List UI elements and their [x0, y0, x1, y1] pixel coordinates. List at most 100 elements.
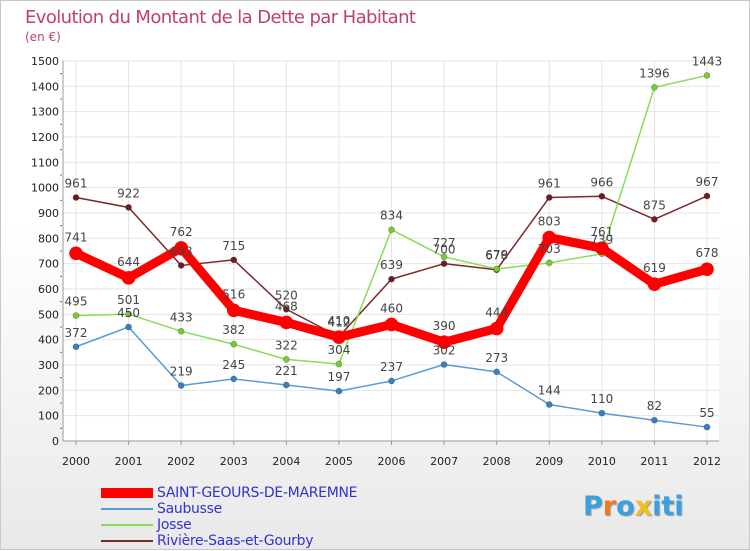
data-label-riviere-saas-et-gourby: 922 — [117, 186, 140, 200]
data-point-josse — [177, 328, 185, 335]
data-point-josse — [545, 259, 553, 267]
data-point-saint-geours-de-maremne — [226, 303, 241, 318]
data-label-josse: 1443 — [692, 54, 723, 68]
data-label-josse: 382 — [222, 323, 245, 337]
y-tick-label: 400 — [38, 334, 59, 347]
proxiti-logo: Proxiti — [583, 491, 684, 522]
data-point-saubusse — [125, 323, 132, 331]
data-point-riviere-saas-et-gourby — [545, 194, 553, 201]
x-tick-label: 2010 — [588, 455, 616, 468]
y-tick-label: 1300 — [31, 106, 59, 119]
data-point-saint-geours-de-maremne — [437, 335, 451, 350]
data-point-saubusse — [440, 361, 448, 368]
axes: 0 100 200 300 400 500 600 700 800 900 1000 1100 1200… — [31, 55, 721, 468]
x-tick-label: 2012 — [693, 455, 721, 468]
data-label-saint-geours-de-maremne: 516 — [222, 287, 245, 301]
data-point-josse — [72, 312, 80, 319]
data-point-saubusse — [703, 423, 711, 431]
x-tick-label: 2009 — [535, 455, 563, 468]
data-point-saint-geours-de-maremne — [69, 246, 83, 261]
data-label-josse: 727 — [433, 236, 456, 250]
data-label-saubusse: 450 — [117, 306, 140, 320]
legend-swatch — [101, 524, 153, 526]
data-point-saubusse — [598, 409, 606, 417]
legend-label: SAINT-GEOURS-DE-MAREMNE — [157, 485, 358, 501]
data-point-riviere-saas-et-gourby — [388, 275, 395, 283]
data-label-saubusse: 55 — [699, 406, 714, 420]
data-point-saint-geours-de-maremne — [700, 262, 714, 277]
data-label-riviere-saas-et-gourby: 715 — [222, 239, 245, 253]
legend: SAINT-GEOURS-DE-MAREMNE Saubusse Josse Rivi… — [101, 485, 401, 549]
y-tick-label: 0 — [52, 435, 59, 448]
data-label-josse: 703 — [538, 242, 561, 256]
y-tick-label: 1100 — [31, 156, 59, 169]
data-label-saint-geours-de-maremne: 678 — [696, 246, 719, 260]
data-label-riviere-saas-et-gourby: 693 — [170, 244, 193, 258]
data-label-josse: 1396 — [639, 66, 670, 80]
data-label-saubusse: 221 — [275, 364, 298, 378]
data-label-josse: 322 — [275, 338, 298, 352]
data-label-saint-geours-de-maremne: 410 — [327, 314, 350, 328]
data-point-saubusse — [72, 343, 80, 351]
x-tick-label: 2001 — [115, 455, 143, 468]
data-point-riviere-saas-et-gourby — [72, 194, 80, 201]
data-point-riviere-saas-et-gourby — [177, 262, 185, 269]
data-point-josse — [335, 360, 343, 368]
data-label-saint-geours-de-maremne: 460 — [380, 301, 403, 315]
data-label-riviere-saas-et-gourby: 676 — [485, 249, 508, 263]
data-label-riviere-saas-et-gourby: 412 — [327, 316, 350, 330]
series-lines — [69, 72, 714, 431]
y-tick-label: 900 — [38, 207, 59, 220]
data-label-saubusse: 110 — [590, 392, 613, 406]
data-label-riviere-saas-et-gourby: 520 — [275, 288, 298, 302]
data-point-saubusse — [388, 377, 395, 385]
legend-item: Rivière-Saas-et-Gourby — [101, 533, 401, 549]
y-tick-label: 1500 — [31, 55, 59, 68]
data-label-riviere-saas-et-gourby: 966 — [590, 175, 613, 189]
chart-subtitle: (en €) — [25, 30, 61, 44]
data-point-saubusse — [651, 416, 658, 424]
data-label-riviere-saas-et-gourby: 961 — [538, 177, 561, 191]
x-tick-label: 2007 — [430, 455, 458, 468]
data-point-saint-geours-de-maremne — [121, 271, 136, 285]
data-label-josse: 679 — [485, 248, 508, 262]
x-tick-label: 2002 — [167, 455, 195, 468]
data-point-saint-geours-de-maremne — [542, 230, 557, 245]
data-label-saint-geours-de-maremne: 761 — [590, 225, 613, 239]
y-tick-label: 800 — [38, 232, 59, 245]
data-point-josse — [493, 265, 500, 273]
y-tick-label: 600 — [38, 283, 59, 296]
legend-swatch — [101, 540, 153, 542]
y-tick-label: 100 — [38, 410, 59, 423]
data-label-saubusse: 372 — [65, 326, 88, 340]
data-label-josse: 834 — [380, 209, 403, 223]
data-point-josse — [703, 72, 711, 79]
legend-item: Josse — [101, 517, 401, 533]
legend-label: Saubusse — [157, 501, 222, 517]
data-point-josse — [440, 253, 448, 261]
x-tick-label: 2003 — [220, 455, 248, 468]
data-point-saint-geours-de-maremne — [647, 277, 662, 291]
x-tick-label: 2011 — [640, 455, 668, 468]
data-labels: 741 644 762 516 468 410 460 390 444 803 761 619 678 3… — [65, 54, 723, 420]
data-point-riviere-saas-et-gourby — [703, 192, 711, 200]
x-tick-label: 2004 — [272, 455, 300, 468]
data-label-saubusse: 273 — [485, 351, 508, 365]
x-tick-label: 2008 — [483, 455, 511, 468]
data-point-saubusse — [230, 375, 238, 383]
legend-label: Rivière-Saas-et-Gourby — [157, 533, 314, 549]
data-label-josse: 495 — [65, 295, 88, 309]
data-label-riviere-saas-et-gourby: 639 — [380, 258, 403, 272]
data-point-saint-geours-de-maremne — [384, 317, 399, 332]
data-point-saubusse — [283, 381, 290, 389]
data-label-riviere-saas-et-gourby: 875 — [643, 198, 666, 212]
data-point-josse — [651, 84, 658, 91]
data-point-josse — [283, 356, 290, 363]
chart-title: Evolution du Montant de la Dette par Hab… — [25, 7, 416, 28]
y-tick-label: 500 — [38, 308, 59, 321]
legend-swatch — [101, 508, 153, 510]
data-label-saint-geours-de-maremne: 619 — [643, 261, 666, 275]
y-tick-label: 200 — [38, 384, 59, 397]
